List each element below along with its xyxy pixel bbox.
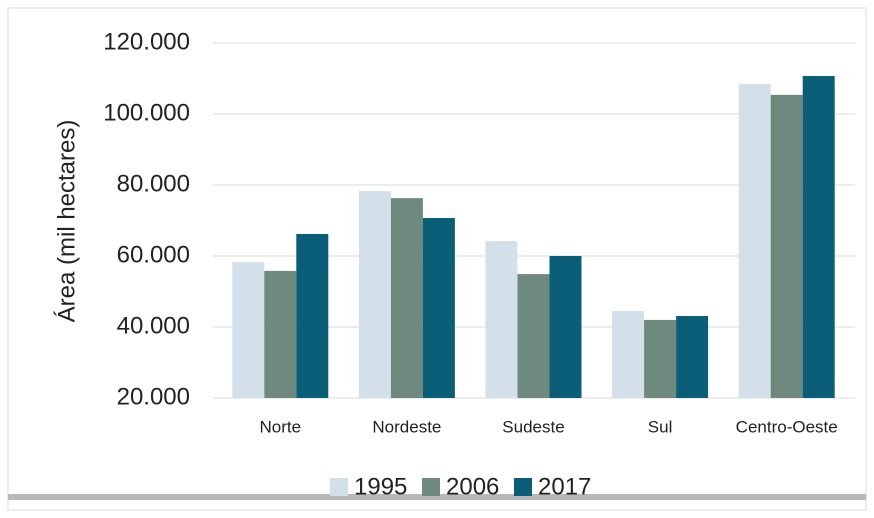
bar [296, 233, 329, 398]
x-tick-label: Sul [648, 417, 673, 436]
bar [232, 262, 265, 398]
x-tick-label: Centro-Oeste [736, 417, 838, 436]
x-tick-label: Sudeste [502, 417, 564, 436]
y-axis-label: Área (mil hectares) [53, 120, 80, 323]
y-tick-label: 120.000 [103, 28, 190, 55]
ground-strip [8, 494, 866, 500]
legend-label: 1995 [354, 473, 407, 500]
legend-swatch [514, 478, 532, 496]
legend-swatch [330, 478, 348, 496]
y-tick-label: 20.000 [117, 383, 190, 410]
legend-label: 2017 [538, 473, 591, 500]
bar [770, 94, 803, 398]
y-tick-label: 100.000 [103, 99, 190, 126]
legend-label: 2006 [446, 473, 499, 500]
legend-swatch [422, 478, 440, 496]
bar [358, 191, 391, 398]
y-tick-label: 40.000 [117, 312, 190, 339]
bar [644, 319, 677, 398]
x-tick-label: Norte [260, 417, 302, 436]
bar [676, 315, 709, 398]
bar [549, 256, 582, 398]
y-tick-label: 80.000 [117, 170, 190, 197]
bar [738, 83, 771, 398]
bar [612, 311, 645, 398]
bar [485, 241, 518, 398]
y-tick-label: 60.000 [117, 241, 190, 268]
bar [264, 270, 297, 398]
x-tick-label: Nordeste [372, 417, 441, 436]
bar [390, 198, 423, 398]
bar [802, 76, 835, 398]
bar [517, 274, 550, 398]
bar [422, 218, 455, 398]
